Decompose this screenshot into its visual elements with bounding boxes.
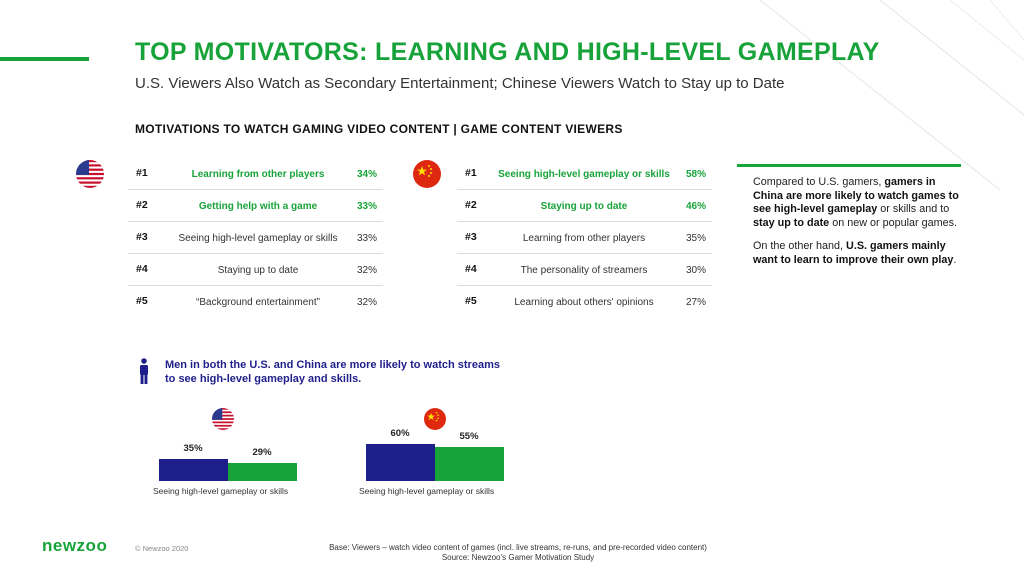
table-row: #4 Staying up to date 32% xyxy=(128,254,383,286)
percent-value: 30% xyxy=(685,265,706,276)
page-title: TOP MOTIVATORS: LEARNING AND HIGH-LEVEL … xyxy=(135,38,880,66)
sidebar-emphasis: gamers in China are more likely to watch… xyxy=(753,176,959,215)
section-heading: MOTIVATIONS TO WATCH GAMING VIDEO CONTEN… xyxy=(135,122,623,136)
newzoo-logo: newzoo xyxy=(42,536,108,555)
base-note: Base: Viewers – watch video content of g… xyxy=(329,543,707,552)
percent-value: 35% xyxy=(685,233,706,244)
men-note-line-2: to see high-level gameplay and skills. xyxy=(165,373,362,385)
motivation-label: Learning about others' opinions xyxy=(514,297,654,308)
source-note: Source: Newzoo’s Gamer Motivation Study xyxy=(441,553,595,562)
man-icon xyxy=(138,358,150,384)
percent-value: 33% xyxy=(356,201,377,212)
sidebar-paragraph-1: Compared to U.S. gamers, gamers in China… xyxy=(753,176,963,230)
table-row: #1 Seeing high-level gameplay or skills … xyxy=(457,158,712,190)
us-flag-icon xyxy=(212,408,234,430)
us-flag-icon xyxy=(76,160,104,188)
rank-label: #5 xyxy=(136,295,148,307)
percent-value: 32% xyxy=(356,297,377,308)
china-flag-icon xyxy=(424,408,446,430)
percent-value: 34% xyxy=(356,169,377,180)
sidebar-text-span: on new or popular games. xyxy=(829,216,958,229)
percent-value: 27% xyxy=(685,297,706,308)
motivation-label: “Background entertainment” xyxy=(196,297,320,308)
table-row: #5 Learning about others' opinions 27% xyxy=(457,286,712,317)
table-row: #2 Staying up to date 46% xyxy=(457,190,712,222)
percent-value: 33% xyxy=(356,233,377,244)
sidebar-text: Compared to U.S. gamers, gamers in China… xyxy=(753,176,963,267)
china-flag-icon xyxy=(413,160,441,188)
sidebar-emphasis: stay up to date xyxy=(753,216,830,229)
motivation-label: Staying up to date xyxy=(217,265,299,276)
rank-label: #4 xyxy=(136,263,148,275)
percent-value: 32% xyxy=(356,265,377,276)
rank-label: #5 xyxy=(465,295,477,307)
sidebar-accent-bar xyxy=(737,164,961,167)
table-row: #3 Learning from other players 35% xyxy=(457,222,712,254)
sidebar-text-span: or skills and to xyxy=(877,203,950,215)
sidebar-emphasis: U.S. gamers mainly want to learn to impr… xyxy=(753,240,954,266)
motivation-label: Staying up to date xyxy=(540,201,628,212)
footnote: Base: Viewers – watch video content of g… xyxy=(248,543,788,563)
rank-label: #2 xyxy=(465,199,477,211)
table-row: #2 Getting help with a game 33% xyxy=(128,190,383,222)
motivation-label: Seeing high-level gameplay or skills xyxy=(178,233,338,244)
sidebar-paragraph-2: On the other hand, U.S. gamers mainly wa… xyxy=(753,240,963,267)
rank-label: #1 xyxy=(136,167,148,179)
rank-label: #3 xyxy=(465,231,477,243)
table-row: #3 Seeing high-level gameplay or skills … xyxy=(128,222,383,254)
rank-label: #1 xyxy=(465,167,477,179)
motivation-label: Seeing high-level gameplay or skills xyxy=(498,169,670,180)
percent-value: 58% xyxy=(685,169,706,180)
motivation-label: Learning from other players xyxy=(191,169,325,180)
motivation-label: The personality of streamers xyxy=(520,265,648,276)
men-note: Men in both the U.S. and China are more … xyxy=(165,358,500,386)
table-row: #4 The personality of streamers 30% xyxy=(457,254,712,286)
motivation-label: Getting help with a game xyxy=(198,201,318,212)
sidebar-text-span: On the other hand, xyxy=(753,240,847,252)
rank-label: #2 xyxy=(136,199,148,211)
motivation-label: Learning from other players xyxy=(522,233,646,244)
accent-bar xyxy=(0,57,89,61)
percent-value: 46% xyxy=(685,201,706,212)
copyright: © Newzoo 2020 xyxy=(135,544,189,553)
sidebar-text-span: . xyxy=(953,253,957,266)
rank-label: #3 xyxy=(136,231,148,243)
sidebar-text-span: Compared to U.S. gamers, xyxy=(753,176,885,188)
men-note-line-1: Men in both the U.S. and China are more … xyxy=(165,359,500,371)
table-row: #1 Learning from other players 34% xyxy=(128,158,383,190)
rank-label: #4 xyxy=(465,263,477,275)
page-subtitle: U.S. Viewers Also Watch as Secondary Ent… xyxy=(135,75,785,92)
table-row: #5 “Background entertainment” 32% xyxy=(128,286,383,317)
